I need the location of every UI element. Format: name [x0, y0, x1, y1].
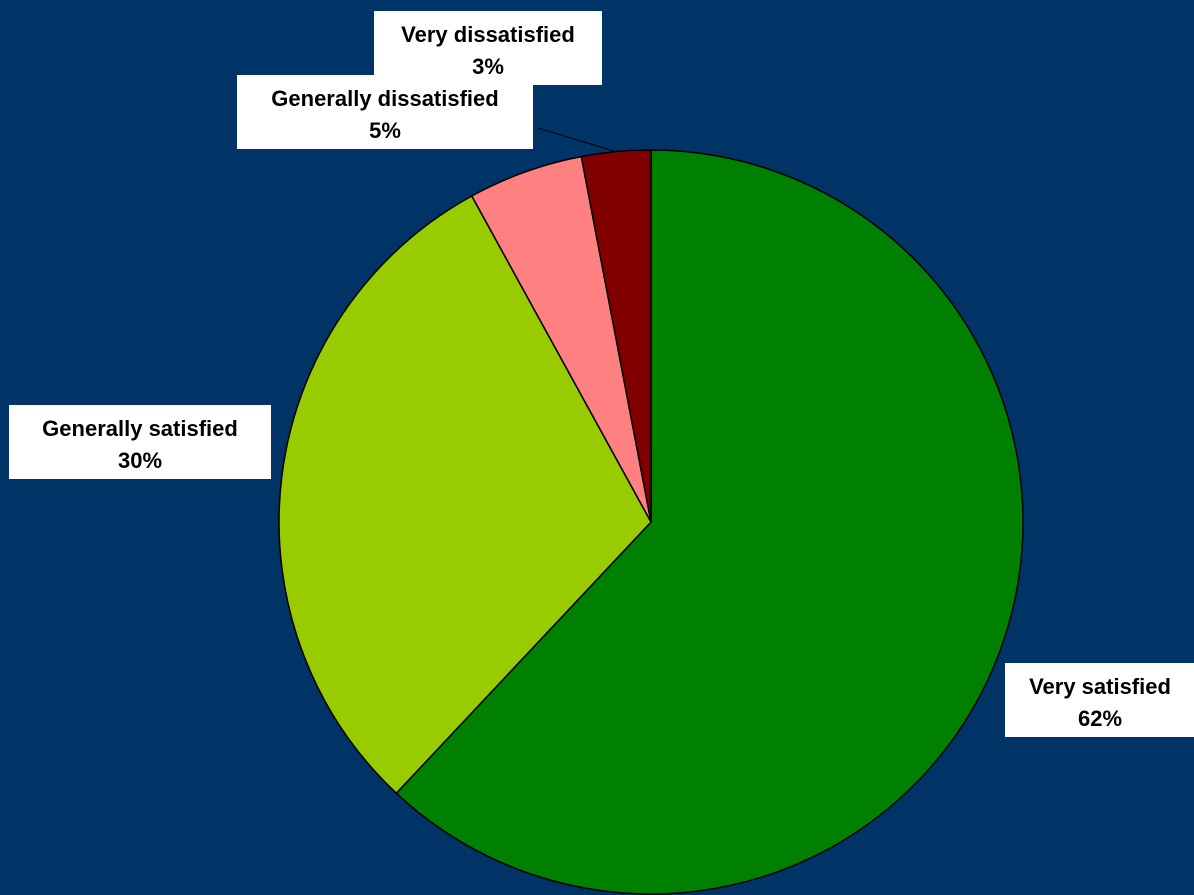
label-box: [1005, 663, 1194, 737]
pie-label-very-satisfied: Very satisfied 62%: [1005, 663, 1194, 737]
pie-slice-generally-satisfied: [278, 194, 652, 795]
slice-percent-label: 5%: [369, 118, 401, 143]
leader-line: [537, 127, 617, 153]
slice-percent-label: 30%: [118, 448, 162, 473]
pie-label-very-dissatisfied: Very dissatisfied 3%: [374, 11, 602, 85]
pie-slice-very-satisfied: [395, 149, 1024, 895]
slice-category-label: Very satisfied: [1029, 674, 1171, 699]
pie-label-generally-satisfied: Generally satisfied 30%: [9, 405, 271, 479]
slice-category-label: Generally dissatisfied: [271, 86, 498, 111]
slice-percent-label: 62%: [1078, 706, 1122, 731]
leader-lines: [537, 127, 617, 153]
pie-slice-very-dissatisfied: [580, 149, 652, 523]
pie-slices: [278, 149, 1024, 895]
label-box: [374, 11, 602, 85]
label-box: [237, 75, 533, 149]
label-box: [9, 405, 271, 479]
slice-category-label: Very dissatisfied: [401, 22, 575, 47]
slice-category-label: Generally satisfied: [42, 416, 238, 441]
slice-percent-label: 3%: [472, 54, 504, 79]
pie-label-generally-dissatisfied: Generally dissatisfied 5%: [237, 75, 533, 149]
